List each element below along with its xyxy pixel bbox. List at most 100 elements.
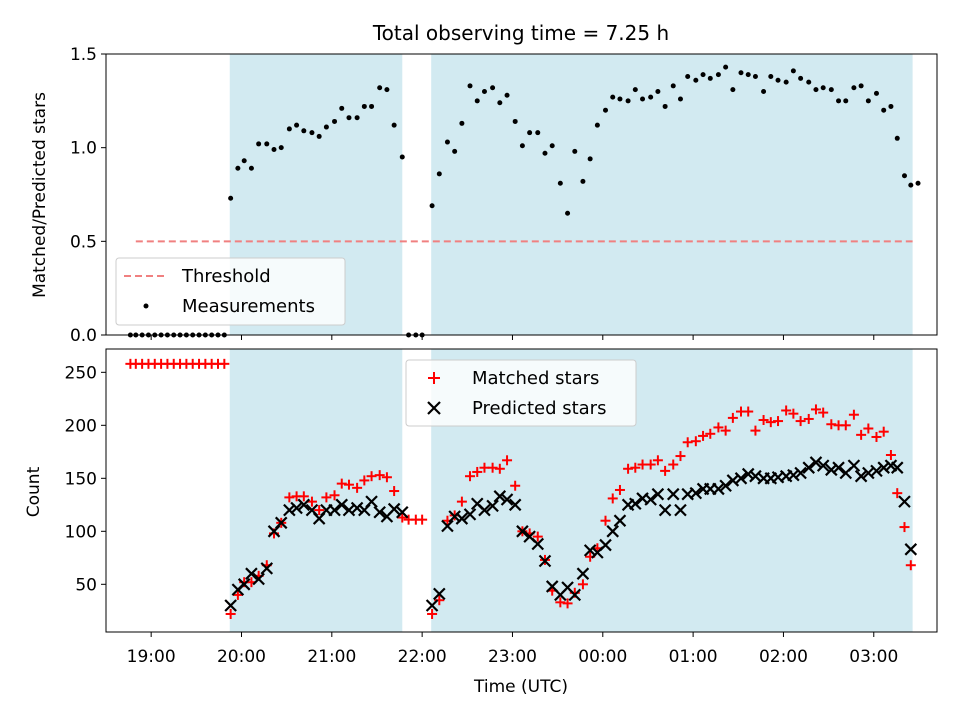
measurement-point-102 bbox=[873, 90, 879, 96]
matched-star-point-79 bbox=[698, 430, 709, 441]
predicted-star-point-51 bbox=[629, 497, 642, 511]
measurement-point-34 bbox=[361, 103, 367, 109]
top-y-tick-label-1: 0.5 bbox=[70, 232, 97, 252]
bottom-y-tick-label-4: 250 bbox=[65, 363, 97, 383]
top-y-tick-label-0: 0.0 bbox=[70, 326, 97, 346]
legend-measurements-label: Measurements bbox=[182, 296, 315, 317]
legend-predicted-label: Predicted stars bbox=[472, 398, 606, 419]
predicted-star-point-3 bbox=[245, 567, 258, 580]
matched-star-point-69 bbox=[623, 463, 634, 474]
matched-star-point-96 bbox=[826, 419, 837, 430]
predicted-star-point-39 bbox=[538, 554, 552, 568]
measurement-point-92 bbox=[798, 75, 804, 81]
matched-star-point-102 bbox=[871, 431, 882, 442]
bottom-y-axis-ticks: 50 100 150 200 250 bbox=[65, 363, 106, 595]
predicted-star-point-48 bbox=[606, 525, 620, 538]
top-legend[interactable]: Threshold Measurements bbox=[115, 257, 346, 326]
measurement-point-99 bbox=[851, 85, 857, 91]
matched-star-point-92 bbox=[795, 416, 806, 427]
matched-star-point-15 bbox=[219, 358, 230, 369]
measurement-point-20 bbox=[256, 141, 262, 147]
predicted-star-point-53 bbox=[644, 493, 657, 506]
matched-star-point-68 bbox=[614, 484, 625, 495]
measurement-point-17 bbox=[235, 165, 241, 171]
matched-star-point-30 bbox=[329, 490, 340, 501]
measurement-point-55 bbox=[519, 143, 525, 149]
measurement-point-51 bbox=[490, 85, 496, 91]
predicted-star-point-4 bbox=[252, 572, 265, 586]
predicted-star-point-84 bbox=[877, 461, 890, 474]
measurement-point-76 bbox=[677, 96, 683, 102]
bottom-plot-panel: 50 100 150 200 250 19:00 20:00 21:00 22:00 23:00… bbox=[24, 348, 938, 697]
predicted-star-point-2 bbox=[237, 578, 251, 591]
measurement-point-60 bbox=[557, 180, 563, 186]
measurement-point-62 bbox=[572, 148, 578, 154]
measurement-point-54 bbox=[512, 118, 518, 124]
matched-star-point-32 bbox=[343, 479, 354, 490]
predicted-star-point-59 bbox=[689, 486, 703, 500]
matched-star-point-28 bbox=[314, 505, 325, 516]
predicted-star-point-62 bbox=[712, 482, 725, 496]
matched-star-point-88 bbox=[765, 417, 776, 428]
matched-star-point-105 bbox=[892, 488, 903, 499]
measurement-point-84 bbox=[738, 70, 744, 76]
predicted-star-point-7 bbox=[274, 516, 288, 530]
measurement-point-27 bbox=[309, 130, 315, 136]
predicted-star-point-47 bbox=[599, 538, 612, 552]
x-tick-label-2: 21:00 bbox=[307, 647, 356, 667]
matched-star-point-73 bbox=[652, 455, 663, 466]
predicted-star-point-19 bbox=[365, 495, 378, 508]
matched-star-point-47 bbox=[456, 496, 467, 507]
measurement-point-97 bbox=[836, 98, 842, 104]
matched-star-point-36 bbox=[374, 470, 385, 481]
bottom-y-tick-label-1: 100 bbox=[65, 522, 97, 542]
measurement-point-78 bbox=[693, 77, 699, 83]
predicted-star-point-28 bbox=[455, 512, 469, 525]
matched-star-point-57 bbox=[532, 531, 543, 542]
measurement-point-30 bbox=[332, 118, 338, 124]
predicted-star-point-23 bbox=[395, 505, 409, 519]
measurement-point-93 bbox=[806, 79, 812, 85]
measurement-point-61 bbox=[565, 210, 571, 216]
predicted-star-point-57 bbox=[674, 503, 687, 517]
measurement-point-104 bbox=[888, 103, 894, 109]
predicted-star-point-17 bbox=[350, 501, 364, 515]
measurement-point-46 bbox=[452, 148, 458, 154]
predicted-star-point-66 bbox=[741, 467, 755, 481]
predicted-star-point-45 bbox=[583, 544, 597, 557]
measurement-point-43 bbox=[429, 203, 435, 209]
predicted-star-point-35 bbox=[508, 498, 522, 512]
predicted-star-point-25 bbox=[433, 587, 446, 601]
matched-star-point-91 bbox=[788, 408, 799, 419]
predicted-star-point-26 bbox=[441, 519, 454, 533]
predicted-star-point-63 bbox=[719, 479, 732, 493]
measurement-point-107 bbox=[908, 182, 914, 188]
measurement-point-74 bbox=[662, 103, 668, 109]
predicted-star-point-76 bbox=[816, 459, 830, 472]
measurement-point-19 bbox=[248, 165, 254, 171]
measurement-point-28 bbox=[316, 133, 322, 139]
predicted-star-point-80 bbox=[847, 459, 861, 472]
predicted-star-point-55 bbox=[658, 503, 672, 517]
matched-star-point-81 bbox=[713, 422, 724, 433]
measurement-point-48 bbox=[467, 83, 473, 89]
chart-title: Total observing time = 7.25 h bbox=[372, 21, 669, 45]
matched-star-point-72 bbox=[645, 459, 656, 470]
measurement-point-85 bbox=[745, 72, 751, 78]
top-y-axis-label: Matched/Predicted stars bbox=[30, 92, 50, 298]
x-tick-label-7: 02:00 bbox=[759, 647, 808, 667]
measurement-point-44 bbox=[436, 171, 442, 177]
predicted-star-point-0 bbox=[224, 599, 237, 612]
legend-matched-swatch bbox=[428, 372, 440, 384]
measurement-point-94 bbox=[813, 87, 819, 93]
matched-star-point-107 bbox=[905, 560, 916, 571]
matched-star-point-94 bbox=[810, 404, 821, 415]
measurement-point-58 bbox=[542, 150, 548, 156]
measurement-points bbox=[127, 64, 921, 338]
predicted-star-point-9 bbox=[290, 501, 303, 515]
measurement-point-26 bbox=[301, 128, 307, 134]
measurement-point-68 bbox=[617, 96, 623, 102]
bottom-legend[interactable]: Matched stars Predicted stars bbox=[405, 359, 637, 427]
predicted-star-point-38 bbox=[531, 537, 545, 551]
predicted-star-point-65 bbox=[734, 472, 748, 485]
